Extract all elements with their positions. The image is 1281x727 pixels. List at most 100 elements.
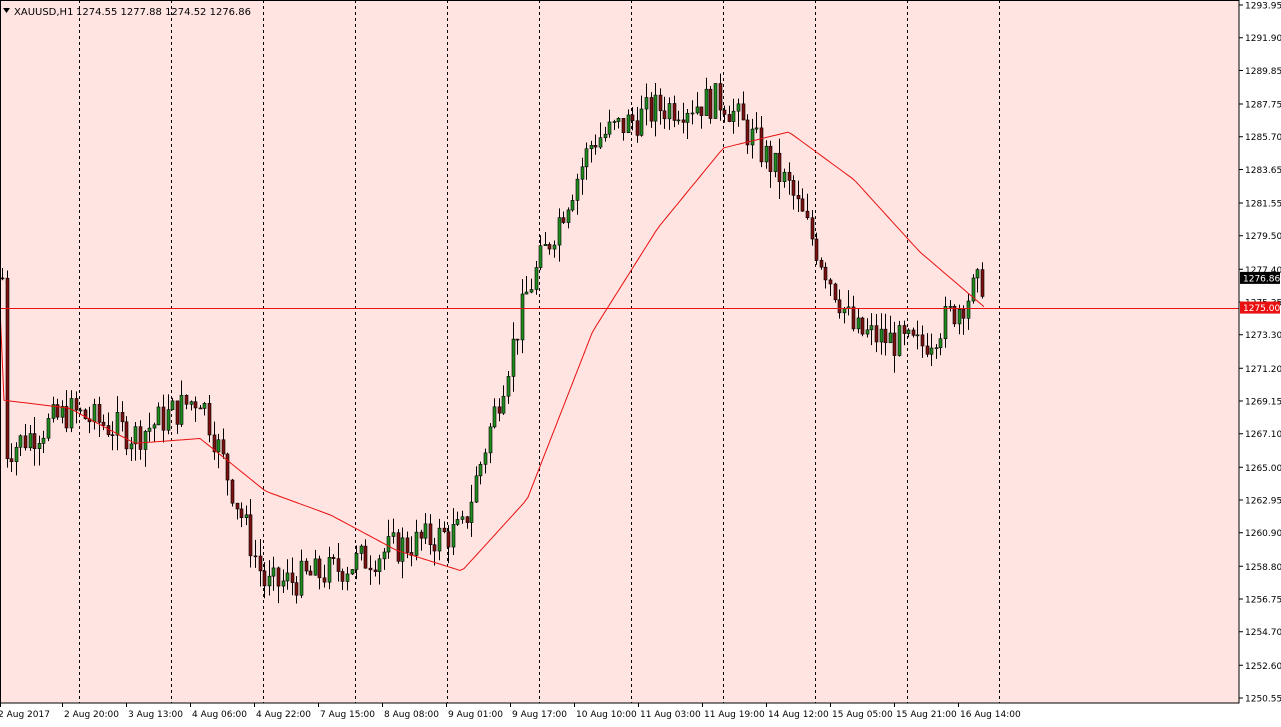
bear-candle [662, 110, 667, 120]
bear-candle [331, 557, 336, 559]
bull-candle [460, 516, 465, 520]
bull-candle [764, 145, 769, 163]
bear-candle [9, 458, 14, 463]
bull-candle [897, 325, 902, 356]
bear-candle [175, 400, 180, 425]
time-tick-label: 2 Aug 2017 [0, 710, 50, 720]
bull-candle [115, 412, 120, 436]
bull-candle [267, 575, 272, 587]
bear-candle [193, 401, 198, 409]
bull-candle [676, 119, 681, 122]
bull-candle [511, 338, 516, 377]
bull-candle [299, 560, 304, 596]
bear-candle [810, 217, 815, 240]
candles-layer [0, 73, 985, 604]
price-tick-label: 1269.15 [1245, 398, 1281, 408]
bull-candle [607, 121, 612, 135]
bull-candle [152, 424, 157, 429]
bear-candle [230, 479, 235, 504]
bull-candle [386, 536, 391, 553]
bear-candle [373, 569, 378, 572]
bear-candle [5, 277, 10, 460]
symbol-dropdown-triangle-icon[interactable] [3, 8, 10, 13]
chart-header: XAUUSD,H1 1274.55 1277.88 1274.52 1276.8… [3, 7, 251, 18]
bull-candle [584, 148, 589, 168]
bull-candle [244, 514, 249, 518]
bull-candle [938, 338, 943, 349]
time-tick-label: 11 Aug 19:00 [704, 710, 765, 720]
price-tick-label: 1260.90 [1245, 529, 1281, 539]
bull-candle [929, 347, 934, 355]
bear-candle [547, 244, 552, 250]
bull-candle [143, 431, 148, 450]
bear-candle [837, 299, 842, 314]
bear-candle [184, 394, 189, 405]
bull-candle [271, 567, 276, 577]
bull-candle [639, 108, 644, 136]
bear-candle [340, 571, 345, 582]
price-tick-label: 1265.00 [1245, 464, 1281, 474]
bull-candle [713, 83, 718, 119]
price-axis[interactable]: 1293.95 1291.90 1289.85 1287.75 1285.70 1283.… [1239, 2, 1281, 705]
bear-candle [225, 453, 230, 481]
bull-candle [313, 558, 318, 576]
price-tick-label: 1293.95 [1245, 2, 1281, 12]
price-tick-label: 1279.50 [1245, 232, 1281, 242]
time-tick-label: 7 Aug 15:00 [320, 710, 375, 720]
bull-candle [350, 569, 355, 575]
moving-average-line [0, 131, 985, 572]
bear-candle [290, 572, 295, 583]
price-tick-label: 1287.75 [1245, 101, 1281, 111]
bear-candle [405, 537, 410, 553]
bear-candle [23, 435, 28, 449]
bull-candle [552, 244, 557, 250]
bear-candle [952, 306, 957, 325]
bull-candle [216, 439, 221, 453]
bear-candle [718, 83, 723, 111]
plot-background [0, 0, 1239, 703]
time-tick-label: 4 Aug 06:00 [192, 710, 247, 720]
bull-candle [478, 464, 483, 477]
bull-candle [754, 127, 759, 130]
bull-candle [46, 418, 51, 439]
bear-candle [212, 434, 217, 453]
bear-candle [294, 582, 299, 596]
bear-candle [368, 567, 373, 571]
bull-candle [37, 443, 42, 449]
bull-candle [166, 409, 171, 431]
bull-candle [506, 376, 511, 397]
bear-candle [262, 570, 267, 587]
bear-candle [699, 106, 704, 116]
bear-candle [419, 531, 424, 539]
bear-candle [248, 514, 253, 557]
bull-candle [377, 558, 382, 572]
bull-candle [557, 217, 562, 246]
time-tick-label: 3 Aug 13:00 [128, 710, 183, 720]
bear-candle [497, 406, 502, 414]
bull-candle [773, 152, 778, 172]
bull-candle [603, 133, 608, 139]
bull-candle [695, 106, 700, 114]
bear-candle [0, 277, 5, 280]
bear-candle [97, 404, 102, 423]
bull-candle [782, 171, 787, 183]
bear-candle [239, 508, 244, 518]
bear-candle [630, 114, 635, 121]
bear-candle [428, 523, 433, 546]
time-tick-label: 10 Aug 10:00 [576, 710, 637, 720]
level-price-tag: 1275.00 [1243, 304, 1280, 314]
current-price-tag-bg [1240, 271, 1280, 284]
price-tick-label: 1252.60 [1245, 662, 1281, 672]
bull-candle [69, 398, 74, 429]
bear-candle [120, 412, 125, 423]
bull-candle [28, 433, 33, 449]
bull-candle [179, 394, 184, 425]
bear-candle [110, 434, 115, 436]
price-tick-label: 1285.70 [1245, 133, 1281, 143]
bull-candle [492, 406, 497, 428]
bear-candle [363, 545, 368, 569]
bear-candle [814, 238, 819, 261]
bear-candle [446, 531, 451, 548]
time-axis[interactable]: 2 Aug 2017 2 Aug 20:00 3 Aug 13:00 4 Aug 06… [0, 703, 1021, 720]
